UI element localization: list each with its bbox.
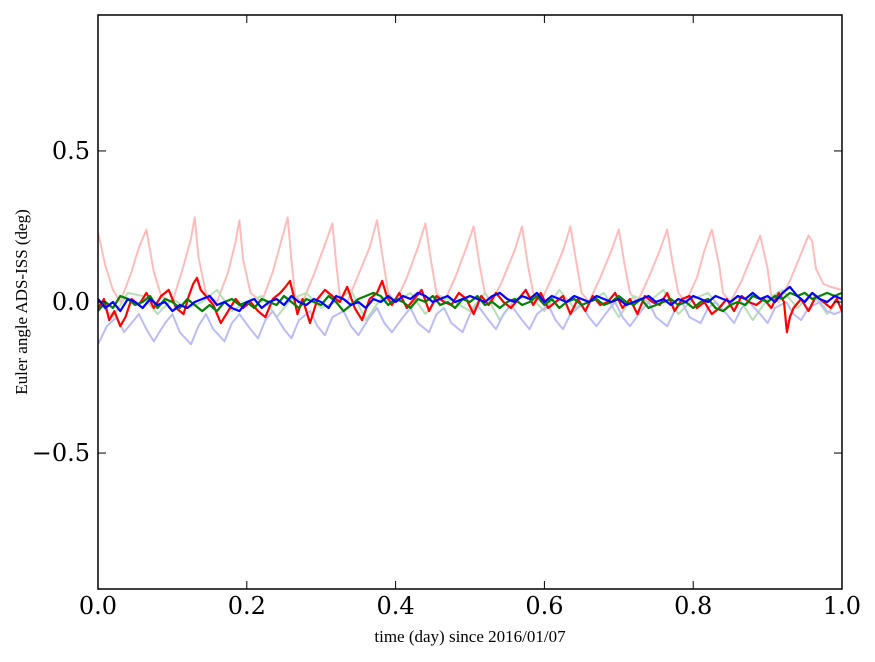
x-tick-label-3: 0.6 [525,592,563,620]
x-tick-label-0: 0.0 [79,592,117,620]
tick-layer: 0.0 0.2 0.4 0.6 0.8 1.0 −0.5 0.0 0.5 [32,15,861,620]
x-tick-label-5: 1.0 [823,592,861,620]
y-axis-label: Euler angle ADS-ISS (deg) [12,209,31,395]
y-tick-label-2: 0.5 [52,137,90,165]
x-axis-label: time (day) since 2016/01/07 [374,627,566,646]
x-tick-label-1: 0.2 [228,592,266,620]
series-line-5 [98,285,842,313]
y-tick-label-0: −0.5 [32,439,90,467]
series-line-0 [98,216,842,303]
series-line-4 [98,291,842,313]
y-tick-label-1: 0.0 [52,288,90,316]
series-line-2 [98,301,842,346]
x-tick-label-4: 0.8 [674,592,712,620]
series-layer [98,216,842,346]
x-tick-label-2: 0.4 [377,592,415,620]
